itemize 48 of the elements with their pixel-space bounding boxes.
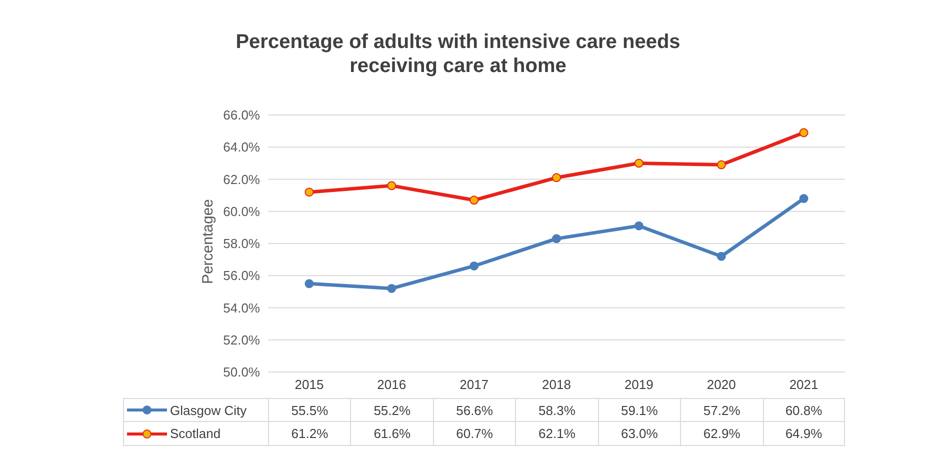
point [799,128,808,138]
data-label: 60.8% [762,398,845,422]
x-tick-label: 2021 [789,377,818,392]
y-tick-label: 66.0% [223,108,260,123]
data-label: 59.1% [598,398,680,422]
x-tick-label: 2019 [624,377,654,392]
point [304,279,314,288]
y-tick-label: 58.0% [223,236,260,252]
y-tick-label: 56.0% [223,268,260,284]
x-tick-label: 2020 [706,377,736,392]
y-axis-title: Percentagee [200,198,216,286]
y-tick-label: 54.0% [223,300,260,316]
data-label: 58.3% [515,398,598,422]
data-label: 60.7% [432,422,516,446]
point [634,221,644,230]
data-label: 57.2% [680,398,763,422]
x-tick-label: 2018 [542,377,571,392]
data-label: 62.9% [680,422,763,446]
point [304,188,314,197]
point [387,181,396,190]
data-label: 55.2% [350,398,433,422]
data-label: 56.6% [432,398,516,422]
point [387,284,396,293]
data-label: 62.1% [515,422,598,446]
y-tick-label: 64.0% [223,140,260,155]
point [716,160,726,170]
point [634,158,644,168]
x-tick-label: 2017 [460,377,489,392]
y-tick-label: 60.0% [223,204,260,219]
legend-label: Glasgow City [170,402,247,418]
point [552,234,561,244]
point [716,252,726,261]
point [470,261,479,270]
point [799,194,808,204]
point [552,173,561,182]
y-tick-label: 52.0% [223,332,260,348]
chart-title: Percentage of adults with intensive care needs receiving care at home [234,30,682,78]
y-tick-label: 62.0% [223,172,260,187]
data-label: 55.5% [268,398,350,422]
data-label: 64.9% [762,422,845,446]
data-label: 63.0% [598,422,680,446]
x-tick-label: 2015 [294,377,324,392]
y-tick-label: 50.0% [223,364,260,380]
point [470,196,479,205]
data-label: 61.2% [268,422,350,446]
x-tick-label: 2016 [377,377,406,392]
data-label: 61.6% [350,422,433,446]
legend-label: Scotland [170,426,221,441]
